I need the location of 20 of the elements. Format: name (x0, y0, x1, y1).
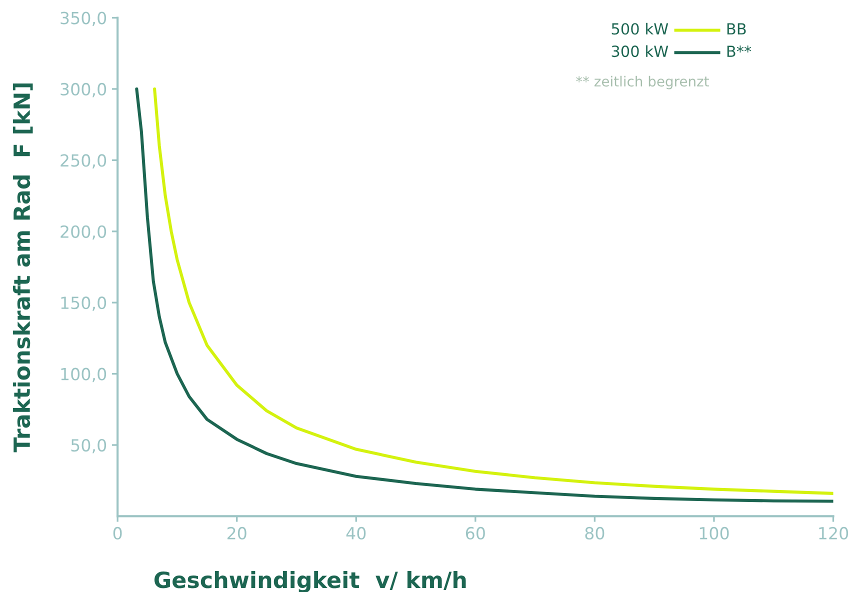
annotation: 500 kW (612, 22, 668, 35)
legend-label: BB (727, 23, 746, 34)
annotation: 300 kW (612, 45, 668, 58)
x-tick-label: 80 (585, 526, 604, 540)
x-tick-label: 100 (700, 526, 729, 540)
x-tick-label: 20 (227, 526, 246, 540)
y-tick-label: 50,0 (71, 438, 106, 454)
y-axis-title: Traktionskraft am Rad F [kN] (12, 84, 33, 452)
y-tick-label: 200,0 (60, 225, 106, 240)
y-tick-label: 100,0 (61, 368, 106, 382)
y-tick-label: 150,0 (61, 296, 106, 311)
y-tick-label: 250,0 (60, 154, 106, 168)
x-tick-label: 120 (819, 526, 848, 540)
x-tick-label: 40 (346, 526, 366, 540)
legend-label: B** (727, 46, 752, 57)
y-tick-label: 300,0 (60, 82, 106, 98)
x-tick-label: 0 (113, 526, 122, 540)
x-tick-label: 60 (466, 526, 485, 540)
y-tick-label: 350,0 (60, 12, 106, 26)
annotation: ** zeitlich begrenzt (576, 76, 709, 90)
